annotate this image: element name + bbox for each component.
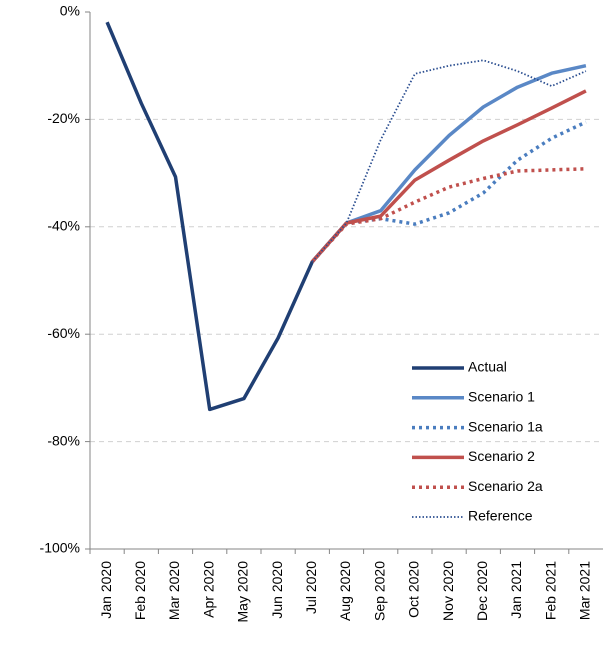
line-series xyxy=(311,167,586,263)
x-tick-label: Dec 2020 xyxy=(474,561,490,621)
x-tick-label: Mar 2021 xyxy=(577,561,593,620)
x-tick-label: Jul 2020 xyxy=(303,561,319,614)
y-tick-label: -60% xyxy=(47,325,80,341)
x-tick-label: Jan 2020 xyxy=(98,561,114,619)
x-tick-label: Sep 2020 xyxy=(371,561,387,621)
x-tick-label: May 2020 xyxy=(235,561,251,623)
x-tick-label: Feb 2020 xyxy=(132,561,148,620)
legend-label: Actual xyxy=(468,359,507,375)
legend-label: Scenario 1a xyxy=(468,418,543,434)
line-series xyxy=(310,120,587,263)
y-tick-label: -80% xyxy=(47,432,80,448)
line-series xyxy=(105,21,348,412)
line-series xyxy=(310,89,587,263)
x-tick-label: Oct 2020 xyxy=(406,561,422,618)
x-tick-label: Jan 2021 xyxy=(508,561,524,619)
legend-label: Scenario 2 xyxy=(468,448,535,464)
legend-label: Reference xyxy=(468,508,533,524)
line-series xyxy=(311,59,587,263)
y-tick-label: 0% xyxy=(60,3,80,19)
x-tick-label: Apr 2020 xyxy=(200,561,216,618)
y-tick-label: -40% xyxy=(47,218,80,234)
y-tick-label: -20% xyxy=(47,110,80,126)
legend-label: Scenario 2a xyxy=(468,478,543,494)
y-tick-label: -100% xyxy=(40,540,80,556)
legend-label: Scenario 1 xyxy=(468,389,535,405)
x-tick-label: Feb 2021 xyxy=(542,561,558,620)
x-tick-label: Nov 2020 xyxy=(440,561,456,621)
x-tick-label: Aug 2020 xyxy=(337,561,353,621)
x-tick-label: Jun 2020 xyxy=(269,561,285,619)
line-series xyxy=(310,63,587,263)
x-tick-label: Mar 2020 xyxy=(166,561,182,620)
